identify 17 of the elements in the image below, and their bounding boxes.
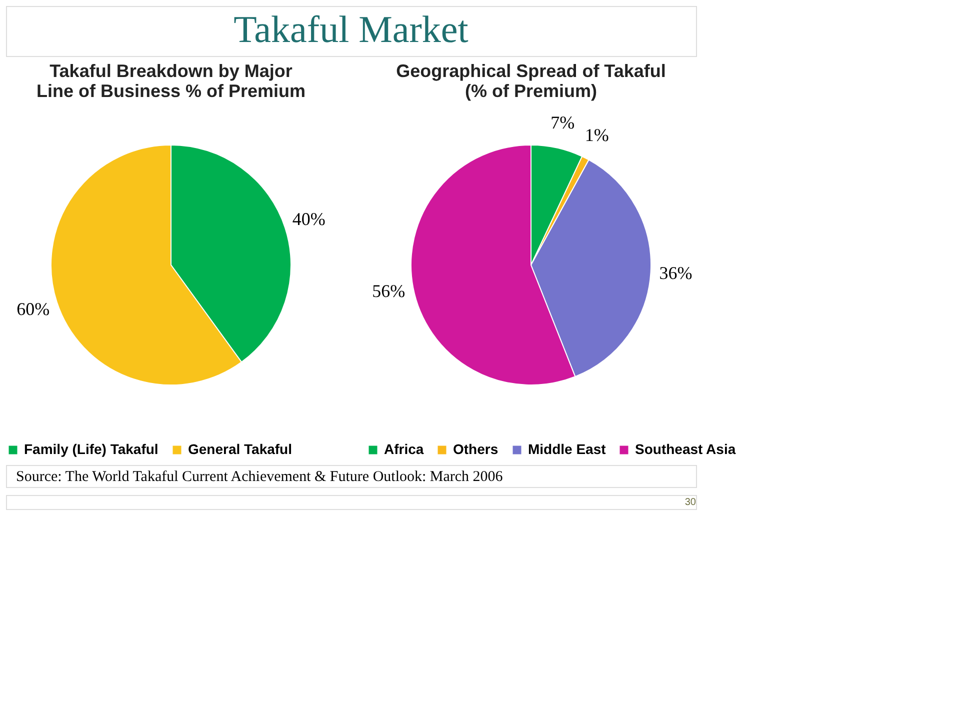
legend-label: General Takaful [188, 441, 292, 457]
data-label: 1% [584, 124, 609, 145]
chart-title: Takaful Breakdown by Major Line of Business % of Premium [36, 61, 306, 101]
data-label: 36% [659, 263, 692, 284]
data-label: 60% [16, 298, 50, 319]
data-label: 56% [372, 281, 406, 302]
legend-label: Family (Life) Takaful [24, 441, 158, 457]
data-label: 7% [550, 112, 575, 132]
legend-label: Africa [384, 441, 424, 457]
legend-label: Middle East [528, 441, 606, 457]
data-label: 40% [292, 209, 326, 230]
source-note: Source: The World Takaful Current Achievement & Future Outlook: March 2006 [16, 469, 504, 485]
legend-label: Southeast Asia [635, 441, 736, 457]
text: Takaful Market [234, 9, 469, 51]
legend-label: Others [453, 441, 498, 457]
chart-title: Geographical Spread of Takaful (% of Premium) [396, 61, 666, 101]
text: 30 [684, 497, 696, 508]
